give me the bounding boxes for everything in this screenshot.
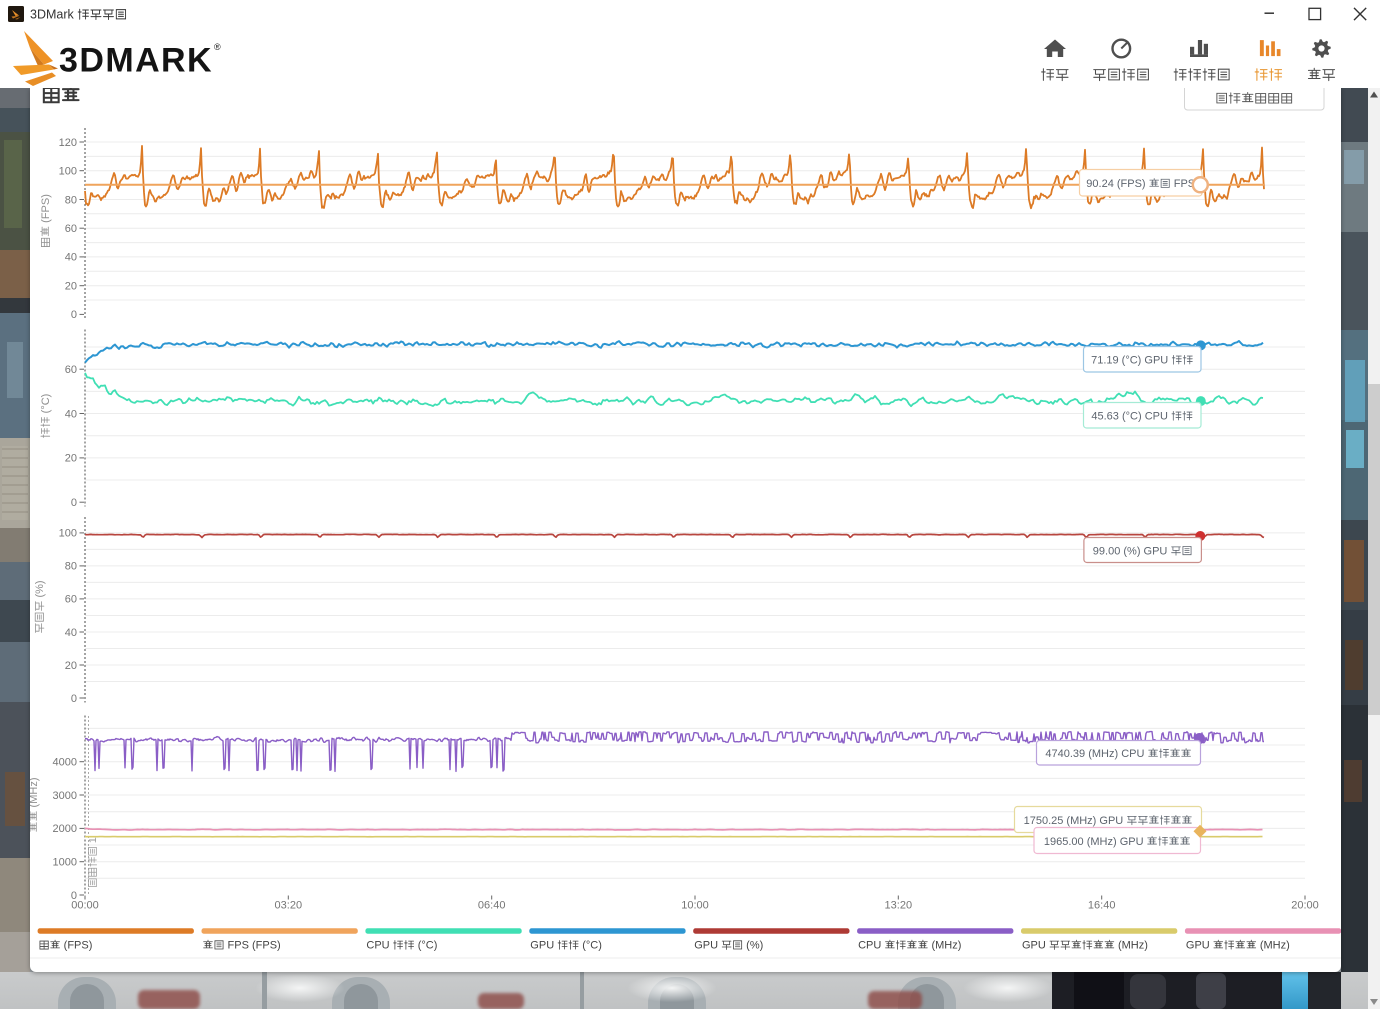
svg-text:(FPS): (FPS)	[40, 194, 52, 226]
svg-text:60: 60	[65, 594, 77, 606]
svg-text:1750.25 (MHz) GPU: 1750.25 (MHz) GPU	[1024, 815, 1127, 827]
svg-text:GPU: GPU	[530, 940, 557, 952]
svg-text:4740.39 (MHz) CPU: 4740.39 (MHz) CPU	[1045, 748, 1147, 760]
svg-text:(%): (%)	[743, 940, 763, 952]
svg-text:CPU: CPU	[366, 940, 392, 952]
svg-text:1000: 1000	[53, 857, 77, 869]
svg-text:80: 80	[65, 561, 77, 573]
svg-text:(FPS): (FPS)	[61, 940, 93, 952]
svg-text:20:00: 20:00	[1291, 900, 1319, 912]
svg-text:00:00: 00:00	[71, 900, 99, 912]
svg-text:40: 40	[65, 408, 77, 420]
svg-text:20: 20	[65, 281, 77, 293]
svg-text:(MHz): (MHz)	[1257, 940, 1290, 952]
svg-text:FPS: FPS	[1171, 178, 1195, 190]
svg-text:45.63 (°C) CPU: 45.63 (°C) CPU	[1091, 411, 1171, 423]
svg-text:(°C): (°C)	[40, 394, 52, 417]
svg-text:60: 60	[65, 364, 77, 376]
svg-text:80: 80	[65, 194, 77, 206]
svg-text:40: 40	[65, 627, 77, 639]
svg-text:16:40: 16:40	[1088, 900, 1116, 912]
svg-text:40: 40	[65, 252, 77, 264]
svg-text:3DMark: 3DMark	[30, 8, 77, 22]
svg-text:3DMARK: 3DMARK	[59, 42, 213, 80]
svg-text:0: 0	[71, 693, 77, 705]
svg-text:(MHz): (MHz)	[928, 940, 961, 952]
svg-text:GPU: GPU	[694, 940, 721, 952]
svg-text:(%): (%)	[34, 580, 46, 600]
svg-text:CPU: CPU	[858, 940, 884, 952]
svg-text:03:20: 03:20	[275, 900, 303, 912]
svg-text:1: 1	[87, 837, 99, 846]
svg-text:20: 20	[65, 453, 77, 465]
svg-text:06:40: 06:40	[478, 900, 506, 912]
svg-text:2000: 2000	[53, 823, 77, 835]
svg-text:60: 60	[65, 223, 77, 235]
svg-text:GPU: GPU	[1022, 940, 1049, 952]
svg-text:120: 120	[59, 137, 77, 149]
svg-text:FPS (FPS): FPS (FPS)	[225, 940, 281, 952]
svg-text:71.19 (°C) GPU: 71.19 (°C) GPU	[1091, 355, 1171, 367]
svg-text:4000: 4000	[53, 757, 77, 769]
svg-text:0: 0	[71, 497, 77, 509]
svg-text:100: 100	[59, 166, 77, 178]
svg-text:20: 20	[65, 660, 77, 672]
svg-text:100: 100	[59, 528, 77, 540]
svg-text:(°C): (°C)	[579, 940, 602, 952]
svg-text:®: ®	[214, 42, 221, 52]
svg-text:3000: 3000	[53, 790, 77, 802]
svg-text:1965.00 (MHz) GPU: 1965.00 (MHz) GPU	[1044, 836, 1147, 848]
svg-text:10:00: 10:00	[681, 900, 709, 912]
svg-text:0: 0	[71, 890, 77, 902]
svg-text:GPU: GPU	[1186, 940, 1213, 952]
svg-text:0: 0	[71, 309, 77, 321]
svg-text:(MHz): (MHz)	[30, 778, 40, 811]
svg-text:90.24 (FPS): 90.24 (FPS)	[1086, 178, 1148, 190]
svg-text:99.00 (%) GPU: 99.00 (%) GPU	[1093, 545, 1171, 557]
svg-text:(°C): (°C)	[415, 940, 438, 952]
svg-text:(MHz): (MHz)	[1115, 940, 1148, 952]
svg-text:13:20: 13:20	[885, 900, 913, 912]
